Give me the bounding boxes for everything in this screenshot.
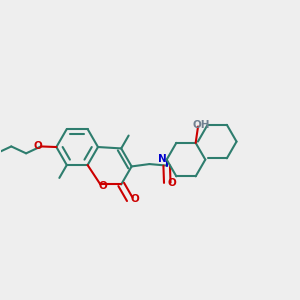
Text: O: O (99, 181, 108, 191)
Text: O: O (130, 194, 139, 204)
Text: N: N (158, 154, 167, 164)
Text: OH: OH (193, 120, 210, 130)
Text: O: O (167, 178, 176, 188)
Text: O: O (34, 141, 42, 152)
